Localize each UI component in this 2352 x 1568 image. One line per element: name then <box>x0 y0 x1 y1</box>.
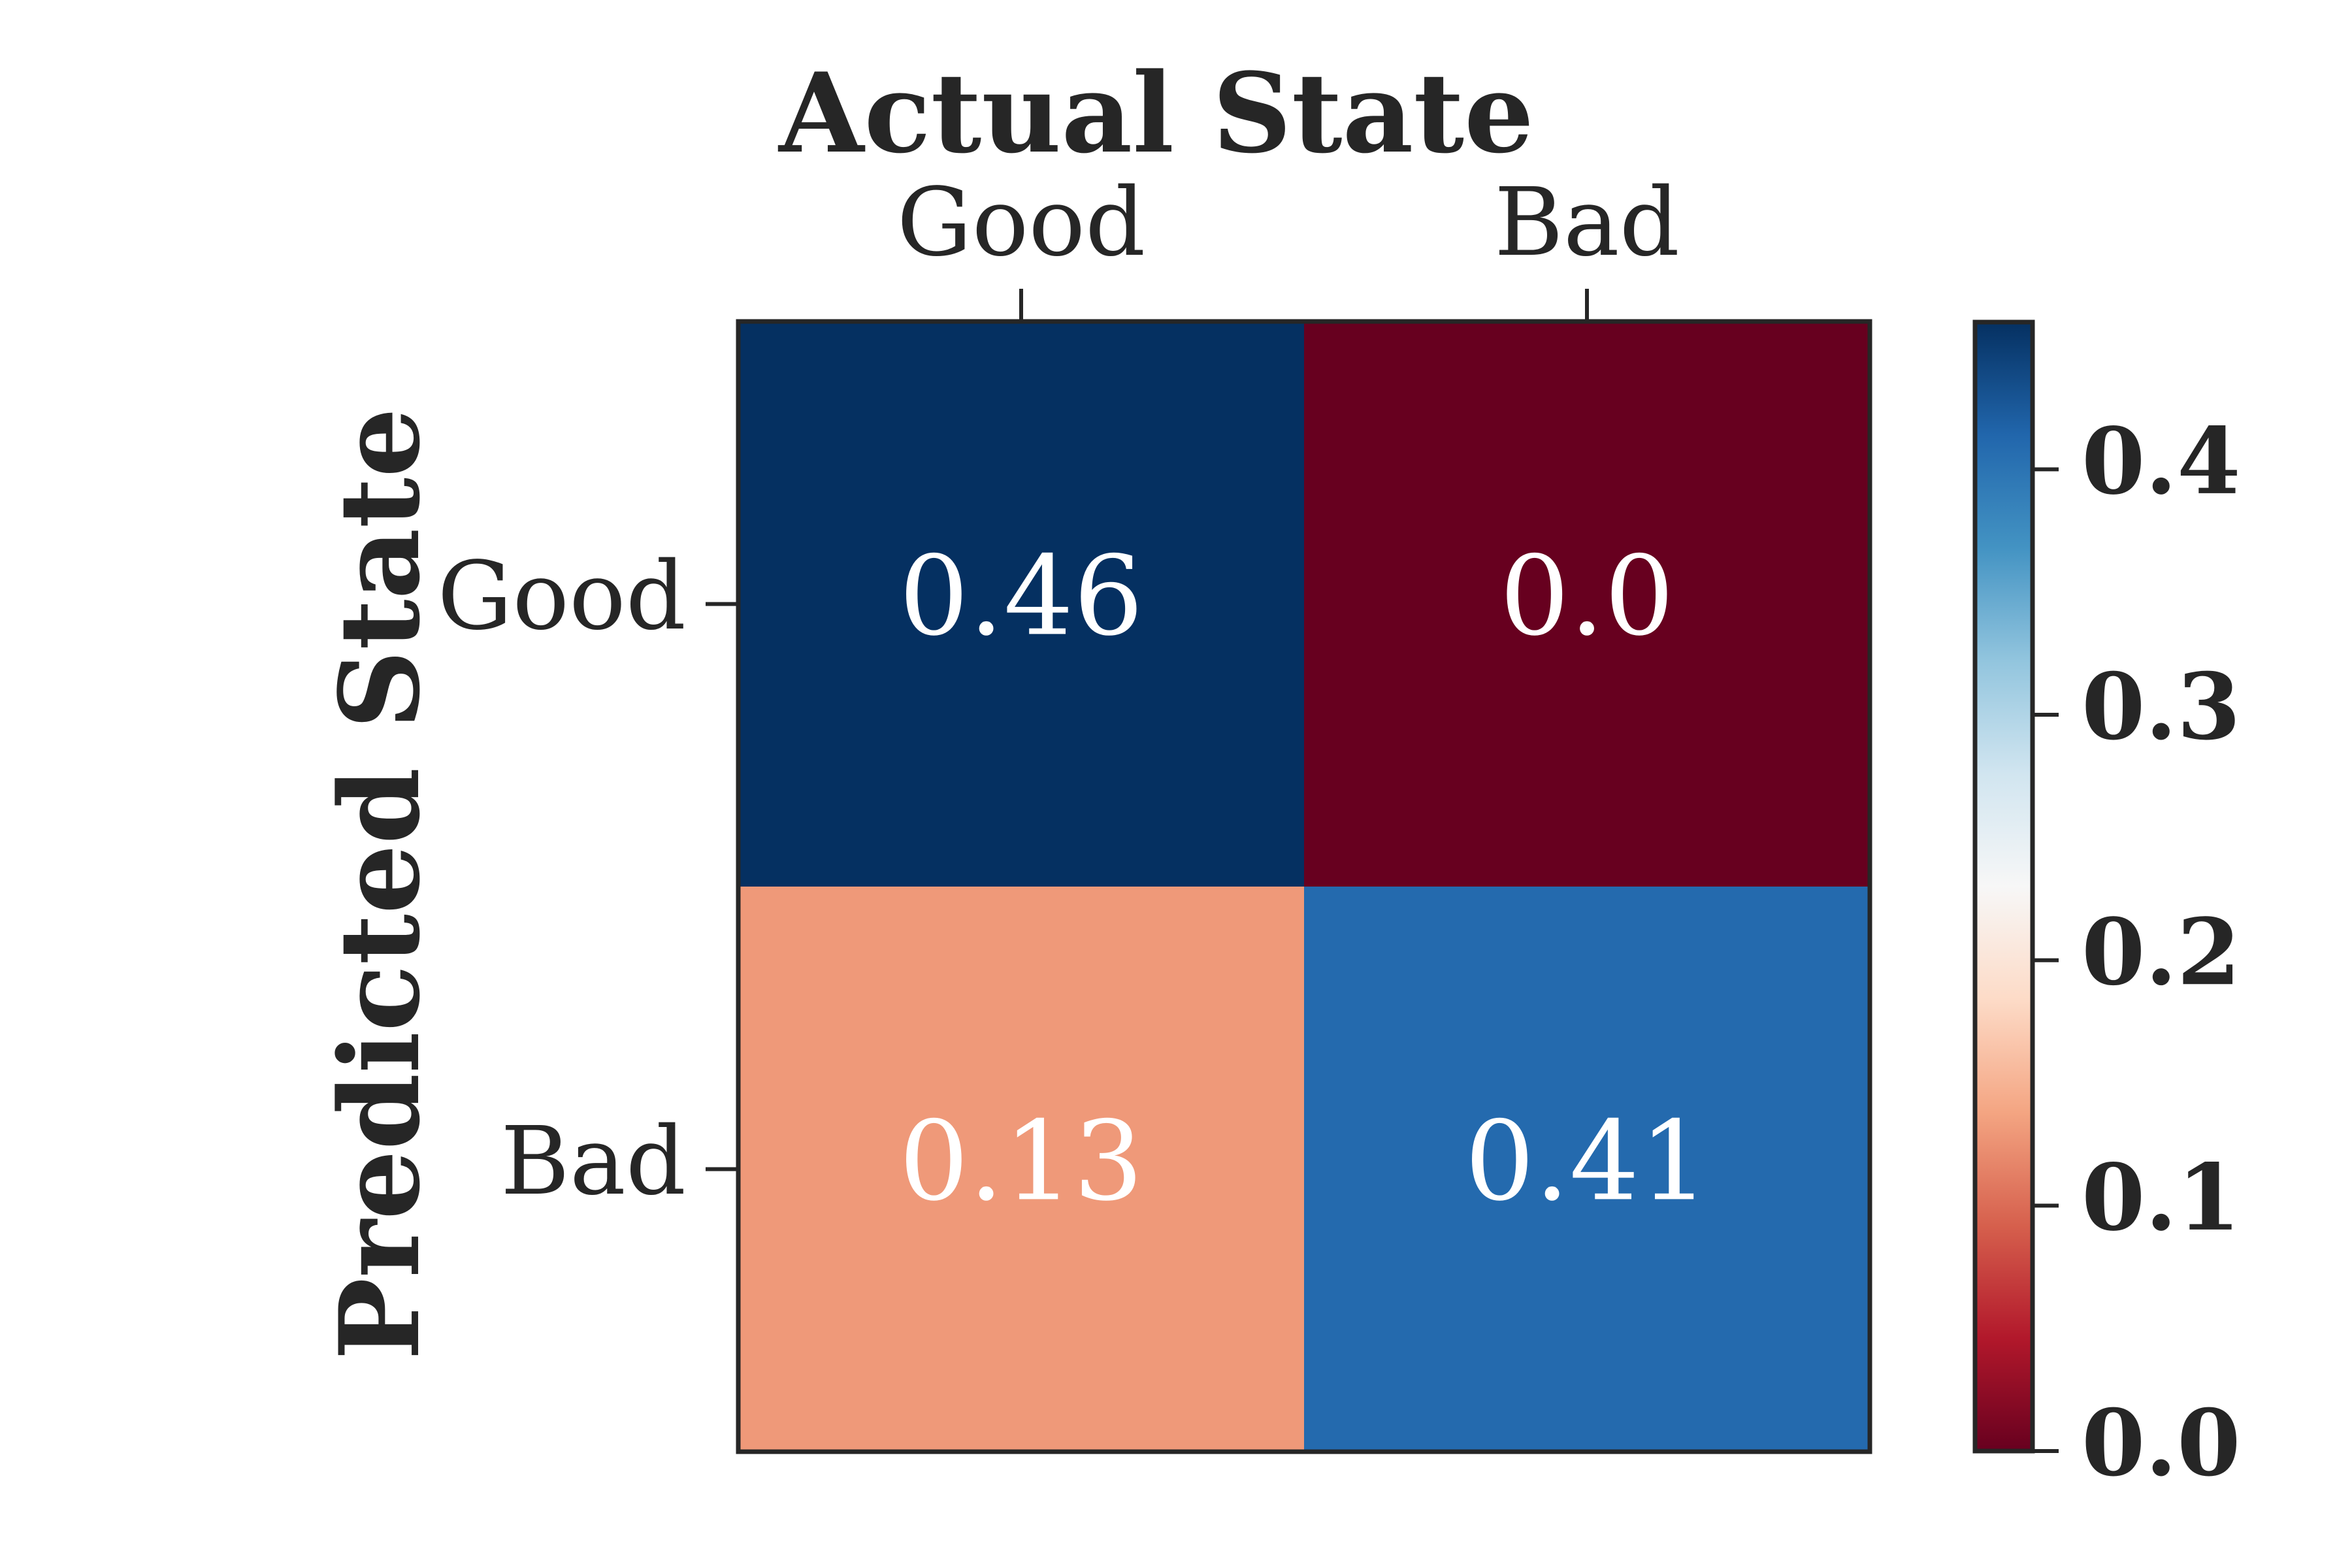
heatmap-cells <box>738 321 1870 1452</box>
x-axis-ticks: Good Bad <box>897 167 1680 321</box>
x-tick-label-good: Good <box>897 167 1146 277</box>
cell-label-bad-good: 0.13 <box>899 1097 1143 1225</box>
colorbar-frame <box>1972 319 2035 1454</box>
y-axis-label: Predicted State <box>315 408 444 1360</box>
colorbar-gradient <box>1975 322 2033 1451</box>
heatmap-cell-labels: 0.46 0.0 0.13 0.41 <box>899 532 1709 1225</box>
heatmap-cell-good-bad <box>1304 321 1870 887</box>
cell-label-good-bad: 0.0 <box>1499 532 1674 660</box>
y-axis-ticks: Good Bad <box>437 541 738 1216</box>
x-axis-label: Actual State <box>777 48 1534 178</box>
colorbar-tick-label-0: 0.0 <box>2082 1390 2241 1497</box>
y-tick-label-good: Good <box>437 541 686 651</box>
heatmap-cell-bad-bad <box>1304 887 1870 1452</box>
colorbar-tick-label-2: 0.2 <box>2082 899 2241 1006</box>
colorbar-tick-label-4: 0.4 <box>2082 408 2241 515</box>
colorbar-tick-label-3: 0.3 <box>2082 654 2241 761</box>
y-tick-label-bad: Bad <box>500 1106 686 1216</box>
colorbar-tick-label-1: 0.1 <box>2082 1145 2241 1252</box>
heatmap-frame <box>736 319 1872 1454</box>
x-tick-label-bad: Bad <box>1494 167 1680 277</box>
colorbar-ticks: 0.0 0.1 0.2 0.3 0.4 <box>2033 408 2241 1497</box>
cell-label-good-good: 0.46 <box>899 532 1143 660</box>
cell-label-bad-bad: 0.41 <box>1465 1097 1709 1225</box>
heatmap-cell-bad-good <box>738 887 1304 1452</box>
heatmap-cell-good-good <box>738 321 1304 887</box>
